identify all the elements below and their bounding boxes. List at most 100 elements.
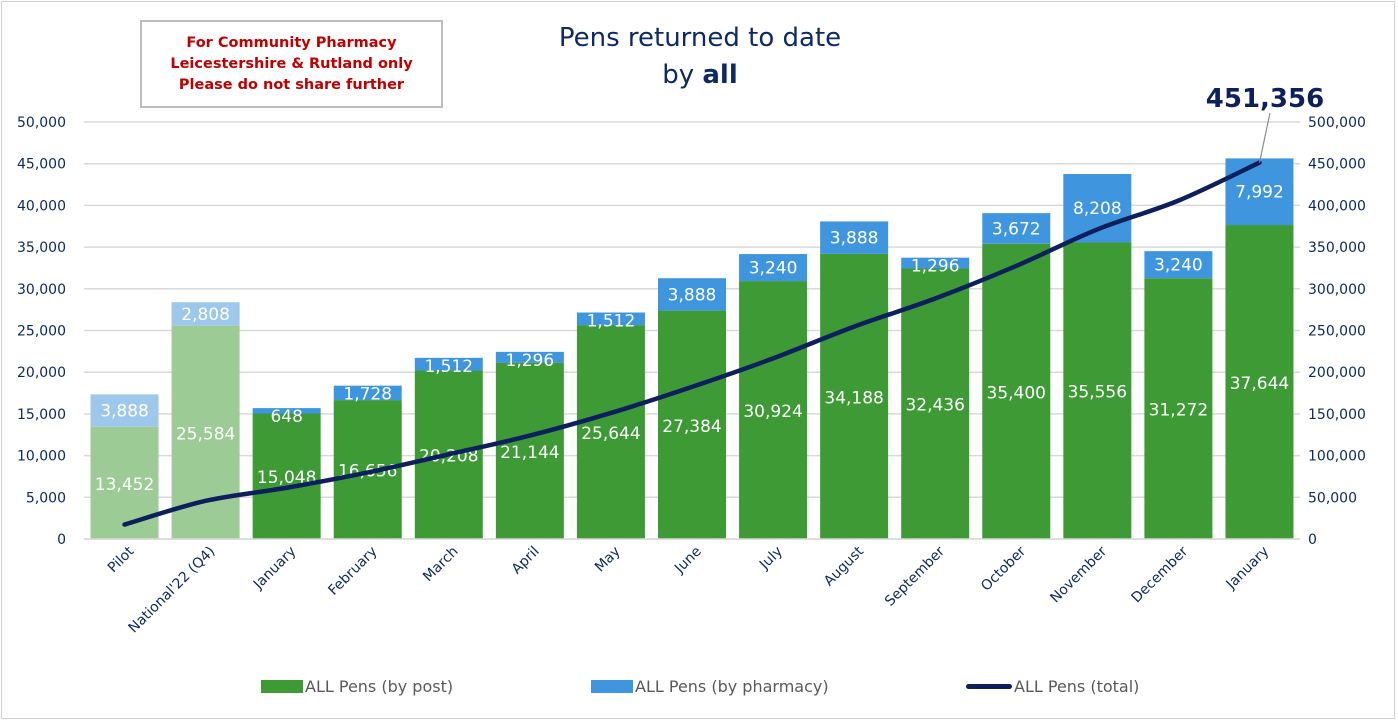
category-label: Pilot [105, 543, 138, 576]
bar-pharmacy[interactable] [333, 385, 402, 401]
right-axis-tick: 500,000 [1308, 115, 1366, 131]
left-axis-tick: 50,000 [17, 115, 66, 131]
bar-label-pharmacy: 3,240 [1154, 256, 1203, 276]
bar-group[interactable]: 34,188 3,888 [820, 221, 889, 540]
category-label: June [671, 544, 705, 578]
right-axis-tick: 50,000 [1308, 490, 1357, 506]
bar-post[interactable] [1144, 278, 1213, 539]
bar-pharmacy[interactable] [252, 408, 321, 414]
bar-pharmacy[interactable] [820, 221, 889, 254]
bar-post[interactable] [820, 253, 889, 540]
legend-item-post[interactable]: ALL Pens (by post) [261, 677, 453, 696]
legend-item-pharmacy[interactable]: ALL Pens (by pharmacy) [591, 677, 829, 696]
confidentiality-notice: For Community Pharmacy Leicestershire & … [140, 20, 443, 108]
total-line[interactable] [122, 160, 1262, 527]
category-label: April [509, 544, 543, 578]
left-axis-tick: 25,000 [17, 324, 66, 340]
bar-group[interactable]: 35,556 8,208 [1063, 174, 1132, 540]
right-axis-tick: 250,000 [1308, 324, 1366, 340]
right-axis-tick: 300,000 [1308, 282, 1366, 298]
bar-post[interactable] [658, 310, 726, 539]
right-axis-tick: 100,000 [1308, 449, 1366, 465]
left-axis-tick: 0 [57, 532, 66, 548]
bar-label-post: 30,924 [743, 402, 802, 422]
bar-pharmacy[interactable] [1144, 251, 1213, 279]
left-axis-tick: 40,000 [17, 198, 66, 214]
notice-line-2: Leicestershire & Rutland only [170, 55, 413, 72]
bar-pharmacy[interactable] [658, 278, 726, 311]
chart-title: Pens returned to date by all [500, 20, 900, 94]
bar-label-pharmacy: 2,808 [181, 305, 230, 325]
bar-label-post: 37,644 [1230, 374, 1289, 394]
bar-post[interactable] [90, 426, 159, 539]
category-label: July [756, 544, 786, 574]
bar-group[interactable]: 37,644 7,992 [1225, 158, 1294, 539]
right-axis-tick: 450,000 [1308, 157, 1366, 173]
legend-item-total[interactable]: ALL Pens (total) [966, 677, 1139, 696]
bar-group[interactable]: 25,584 2,808 [171, 302, 240, 539]
category-label: National'22 (Q4) [126, 544, 219, 637]
left-axis-tick: 30,000 [17, 282, 66, 298]
bar-post[interactable] [1225, 225, 1294, 539]
bar-label-post: 35,556 [1068, 383, 1127, 403]
category-label: November [1047, 543, 1110, 606]
bar-label-post: 34,188 [824, 388, 883, 408]
left-axis-tick: 45,000 [17, 157, 66, 173]
bar-post[interactable] [576, 325, 645, 539]
bar-pharmacy[interactable] [90, 394, 159, 427]
right-axis-tick: 350,000 [1308, 240, 1366, 256]
category-label: December [1129, 543, 1192, 606]
bar-pharmacy[interactable] [739, 254, 808, 282]
bar-label-post: 31,272 [1149, 401, 1208, 421]
category-label: October [978, 543, 1029, 594]
bar-post[interactable] [252, 413, 321, 539]
bar-label-pharmacy: 3,672 [992, 219, 1041, 239]
left-axis-tick: 35,000 [17, 240, 66, 256]
bar-label-post: 13,452 [95, 475, 154, 495]
bar-group[interactable]: 30,924 3,240 [739, 254, 808, 539]
bar-pharmacy[interactable] [171, 302, 240, 326]
bar-group[interactable]: 21,144 1,296 [495, 351, 564, 539]
bar-group[interactable]: 35,400 3,672 [982, 213, 1051, 539]
legend-label-total: ALL Pens (total) [1014, 677, 1140, 696]
bar-pharmacy[interactable] [901, 257, 970, 269]
bar-label-pharmacy: 3,240 [749, 259, 798, 279]
left-axis-tick: 20,000 [17, 365, 66, 381]
bar-label-pharmacy: 1,296 [506, 351, 555, 371]
bar-group[interactable]: 32,436 1,296 [901, 257, 970, 539]
bar-label-post: 21,144 [500, 443, 559, 463]
bar-post[interactable] [495, 362, 564, 539]
bar-pharmacy[interactable] [576, 312, 645, 326]
legend-swatch-pharmacy [591, 680, 633, 693]
right-axis-tick: 200,000 [1308, 365, 1366, 381]
bar-post[interactable] [1063, 242, 1132, 540]
bar-group[interactable]: 13,452 3,888 [90, 394, 159, 539]
chart-legend: ALL Pens (by post) ALL Pens (by pharmacy… [0, 677, 1398, 701]
notice-line-1: For Community Pharmacy [186, 34, 397, 51]
bar-pharmacy[interactable] [495, 351, 564, 363]
bar-label-post: 35,400 [987, 383, 1046, 403]
category-label: August [821, 543, 867, 589]
bar-pharmacy[interactable] [1225, 158, 1294, 226]
bar-group[interactable]: 27,384 3,888 [658, 278, 726, 539]
bar-label-pharmacy: 1,512 [424, 357, 473, 377]
right-axis-tick: 400,000 [1308, 198, 1366, 214]
left-axis-tick: 10,000 [17, 449, 66, 465]
legend-swatch-post [261, 680, 303, 693]
bar-post[interactable] [171, 325, 240, 539]
bar-label-post: 32,436 [905, 396, 964, 416]
bar-pharmacy[interactable] [414, 357, 483, 371]
bar-post[interactable] [982, 243, 1051, 539]
bar-group[interactable]: 25,644 1,512 [576, 312, 645, 539]
bar-post[interactable] [739, 281, 808, 539]
bar-post[interactable] [901, 268, 970, 539]
bar-pharmacy[interactable] [982, 213, 1051, 244]
total-callout-label: 451,356 [1206, 84, 1324, 114]
bar-group[interactable]: 31,272 3,240 [1144, 251, 1213, 539]
bar-label-pharmacy: 3,888 [100, 402, 149, 422]
bar-label-pharmacy: 1,296 [911, 257, 960, 277]
